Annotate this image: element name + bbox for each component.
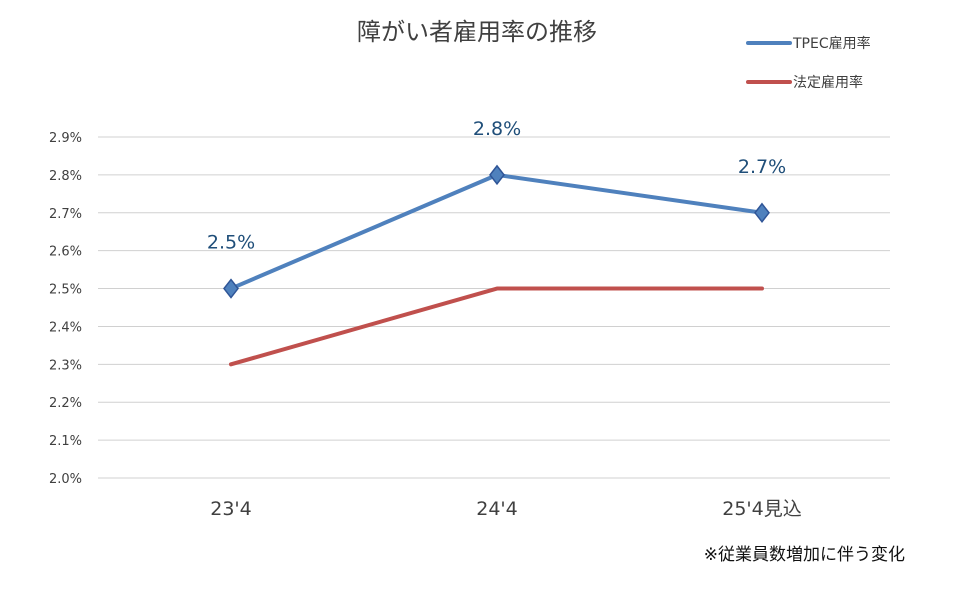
y-tick-label: 2.3% (49, 358, 82, 373)
data-label: 2.8% (473, 118, 521, 140)
series-line-2 (229, 286, 764, 367)
y-tick-label: 2.2% (49, 396, 82, 411)
series-line-1 (229, 172, 764, 291)
chart-title: 障がい者雇用率の推移 (357, 18, 597, 46)
x-tick-label: 24'4 (476, 498, 518, 520)
y-tick-label: 2.9% (49, 131, 82, 146)
data-label: 2.5% (207, 232, 255, 254)
y-tick-label: 2.5% (49, 283, 82, 298)
y-tick-label: 2.4% (49, 320, 82, 335)
series-layer: 2.5% 2.8% 2.7% (207, 118, 786, 367)
x-tick-label: 25'4見込 (722, 498, 802, 520)
data-point-marker (489, 164, 505, 186)
data-point-marker (223, 278, 239, 299)
gridlines (98, 136, 890, 479)
y-tick-label: 2.1% (49, 434, 82, 449)
x-axis-ticks: 23'4 24'4 25'4見込 (210, 498, 802, 520)
data-point-marker (754, 202, 770, 223)
y-tick-label: 2.6% (49, 245, 82, 260)
x-tick-label: 23'4 (210, 498, 252, 520)
footnote: ※従業員数増加に伴う変化 (704, 545, 905, 565)
y-axis-ticks: 2.0% 2.1% 2.2% 2.3% 2.4% 2.5% 2.6% 2.7% 2.8% 2.9% (49, 131, 82, 487)
legend-label: 法定雇用率 (793, 74, 863, 91)
legend-label: TPEC雇用率 (792, 35, 871, 52)
data-label: 2.7% (738, 156, 786, 178)
y-tick-label: 2.8% (49, 169, 82, 184)
y-tick-label: 2.7% (49, 207, 82, 222)
y-tick-label: 2.0% (49, 472, 82, 487)
